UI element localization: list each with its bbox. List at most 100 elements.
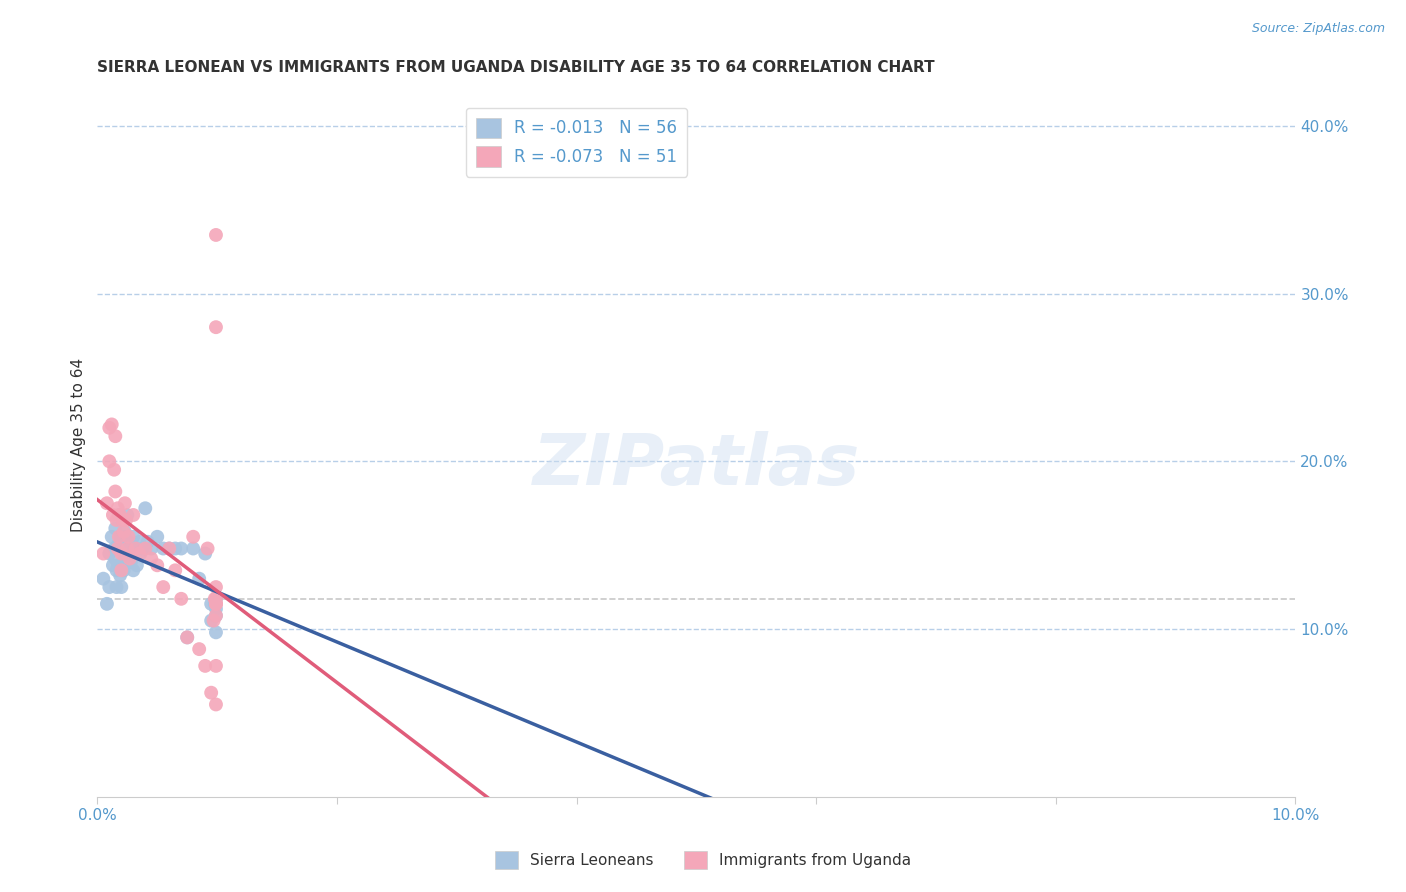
Point bbox=[200, 614, 222, 628]
Point bbox=[110, 580, 132, 594]
Text: Source: ZipAtlas.com: Source: ZipAtlas.com bbox=[1251, 22, 1385, 36]
Point bbox=[181, 530, 204, 544]
Point bbox=[204, 591, 226, 606]
Point bbox=[132, 541, 155, 556]
Text: SIERRA LEONEAN VS IMMIGRANTS FROM UGANDA DISABILITY AGE 35 TO 64 CORRELATION CHA: SIERRA LEONEAN VS IMMIGRANTS FROM UGANDA… bbox=[97, 60, 935, 75]
Point bbox=[110, 538, 132, 552]
Point bbox=[205, 608, 228, 623]
Point bbox=[170, 541, 193, 556]
Point bbox=[108, 530, 131, 544]
Point bbox=[176, 631, 198, 645]
Point bbox=[103, 541, 125, 556]
Point bbox=[134, 501, 156, 516]
Point bbox=[112, 541, 135, 556]
Point bbox=[114, 524, 136, 539]
Point bbox=[205, 608, 228, 623]
Point bbox=[205, 597, 228, 611]
Point bbox=[122, 508, 145, 522]
Point bbox=[101, 558, 124, 573]
Point bbox=[110, 558, 132, 573]
Point bbox=[111, 530, 134, 544]
Point bbox=[200, 597, 222, 611]
Point bbox=[100, 417, 122, 432]
Point bbox=[134, 541, 156, 556]
Point bbox=[117, 508, 139, 522]
Point bbox=[157, 541, 180, 556]
Point bbox=[108, 541, 131, 556]
Point bbox=[100, 530, 122, 544]
Point bbox=[200, 686, 222, 700]
Point bbox=[194, 659, 217, 673]
Point bbox=[165, 563, 187, 577]
Point bbox=[112, 524, 135, 539]
Point bbox=[146, 558, 169, 573]
Point bbox=[101, 508, 124, 522]
Point bbox=[120, 555, 142, 569]
Point bbox=[104, 484, 127, 499]
Point bbox=[98, 547, 121, 561]
Point bbox=[118, 551, 141, 566]
Point bbox=[93, 572, 115, 586]
Point bbox=[105, 513, 128, 527]
Point bbox=[129, 547, 152, 561]
Point bbox=[108, 530, 131, 544]
Point bbox=[205, 591, 228, 606]
Point bbox=[108, 508, 131, 522]
Point bbox=[141, 551, 163, 566]
Point bbox=[93, 547, 115, 561]
Point bbox=[105, 563, 128, 577]
Point bbox=[128, 534, 150, 549]
Point bbox=[108, 568, 131, 582]
Point bbox=[176, 631, 198, 645]
Point bbox=[108, 508, 131, 522]
Point bbox=[205, 597, 228, 611]
Point bbox=[96, 597, 118, 611]
Point bbox=[170, 591, 193, 606]
Point bbox=[205, 227, 228, 242]
Point bbox=[98, 454, 121, 468]
Point bbox=[115, 541, 138, 556]
Point bbox=[110, 563, 132, 577]
Point bbox=[117, 541, 139, 556]
Point bbox=[197, 541, 219, 556]
Point bbox=[96, 496, 118, 510]
Point bbox=[205, 698, 228, 712]
Point bbox=[114, 551, 136, 566]
Point bbox=[107, 501, 129, 516]
Point bbox=[117, 530, 139, 544]
Point bbox=[103, 463, 125, 477]
Text: ZIPatlas: ZIPatlas bbox=[533, 431, 860, 500]
Point bbox=[205, 659, 228, 673]
Point bbox=[125, 541, 148, 556]
Point bbox=[111, 513, 134, 527]
Point bbox=[125, 558, 148, 573]
Point bbox=[194, 547, 217, 561]
Point bbox=[98, 421, 121, 435]
Point bbox=[110, 547, 132, 561]
Point bbox=[152, 541, 174, 556]
Point bbox=[107, 538, 129, 552]
Point bbox=[107, 541, 129, 556]
Legend: R = -0.013   N = 56, R = -0.073   N = 51: R = -0.013 N = 56, R = -0.073 N = 51 bbox=[465, 108, 688, 177]
Point bbox=[205, 597, 228, 611]
Y-axis label: Disability Age 35 to 64: Disability Age 35 to 64 bbox=[72, 358, 86, 532]
Point bbox=[117, 534, 139, 549]
Legend: Sierra Leoneans, Immigrants from Uganda: Sierra Leoneans, Immigrants from Uganda bbox=[489, 845, 917, 875]
Point bbox=[205, 602, 228, 616]
Point bbox=[205, 320, 228, 334]
Point bbox=[157, 541, 180, 556]
Point bbox=[118, 541, 141, 556]
Point bbox=[114, 496, 136, 510]
Point bbox=[98, 580, 121, 594]
Point bbox=[112, 563, 135, 577]
Point bbox=[152, 580, 174, 594]
Point bbox=[202, 614, 225, 628]
Point bbox=[165, 541, 187, 556]
Point bbox=[104, 429, 127, 443]
Point bbox=[205, 625, 228, 640]
Point bbox=[141, 541, 163, 556]
Point bbox=[125, 541, 148, 556]
Point bbox=[204, 597, 226, 611]
Point bbox=[104, 551, 127, 566]
Point bbox=[188, 572, 211, 586]
